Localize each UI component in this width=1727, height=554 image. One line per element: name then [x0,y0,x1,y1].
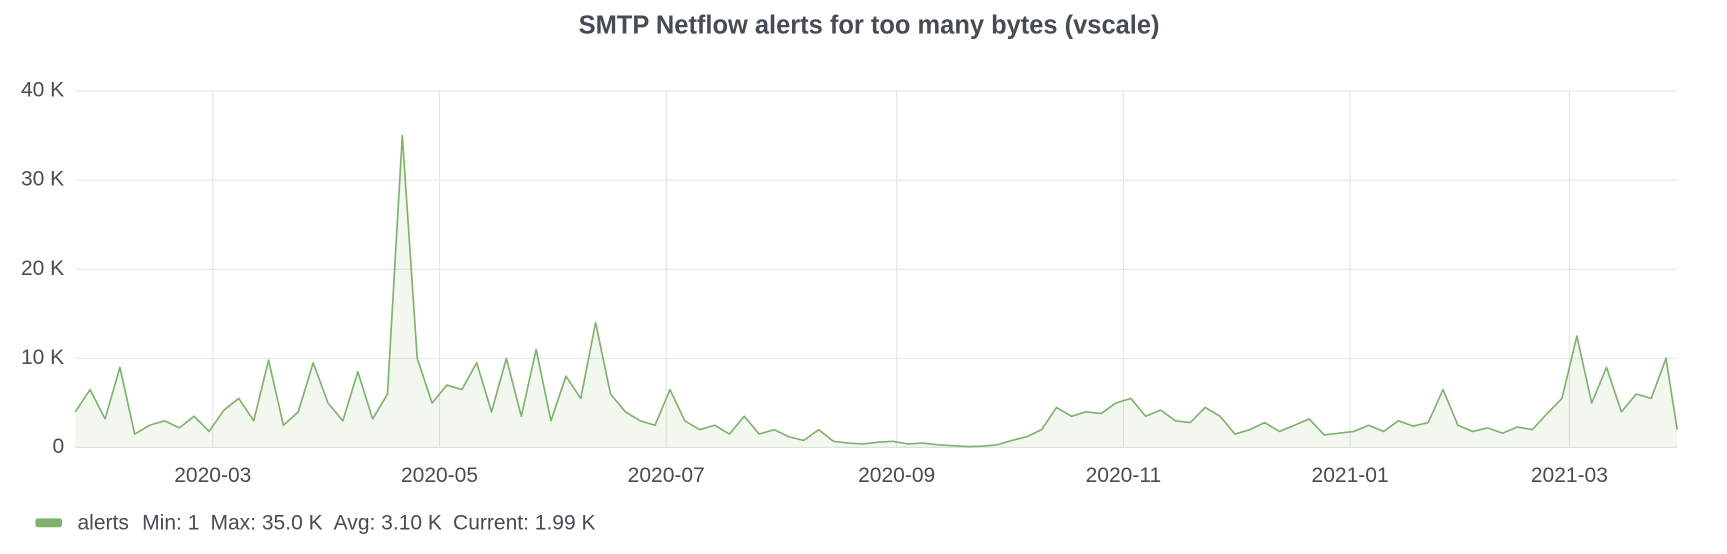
y-tick-label: 30 K [21,168,64,191]
x-tick-label: 2021-03 [1531,464,1608,487]
x-tick-label: 2020-09 [858,464,935,487]
legend-stat: Current: 1.99 K [453,511,596,534]
series-area [75,135,1678,448]
legend-swatch [35,518,62,528]
legend-stat: Max: 35.0 K [210,511,322,534]
y-tick-label: 0 [53,435,65,458]
chart-title: SMTP Netflow alerts for too many bytes (… [579,12,1160,40]
x-tick-label: 2021-01 [1312,464,1389,487]
y-tick-label: 40 K [21,79,64,102]
x-tick-label: 2020-07 [628,464,705,487]
legend-stat: Min: 1 [142,511,199,534]
x-tick-label: 2020-05 [401,464,478,487]
y-tick-label: 20 K [21,257,64,280]
series-line [74,134,1679,448]
y-tick-label: 10 K [21,346,64,369]
x-tick-label: 2020-03 [174,464,251,487]
x-tick-label: 2020-11 [1086,464,1162,487]
legend-label: alerts [77,511,128,534]
legend-stat: Avg: 3.10 K [334,511,442,534]
